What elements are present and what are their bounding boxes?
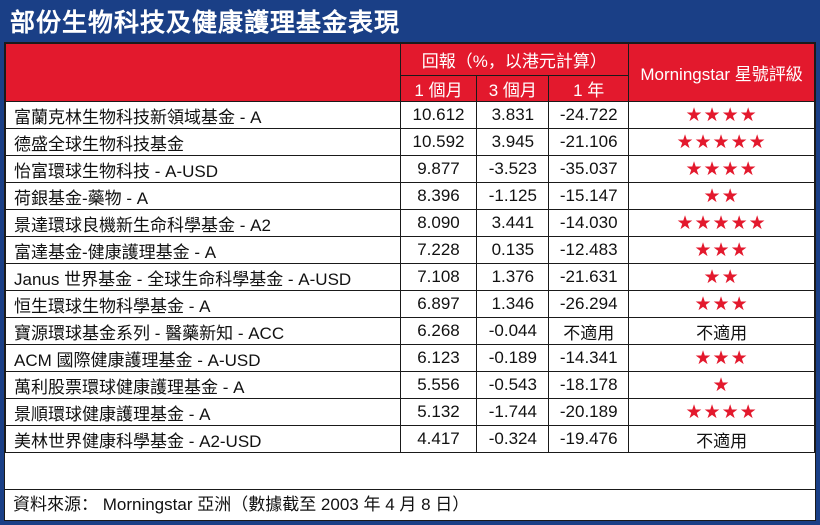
fund-name: Janus 世界基金 - 全球生命科學基金 - A-USD: [5, 263, 401, 291]
fund-performance-table: 回報（%，以港元計算） Morningstar 星號評級 1 個月 3 個月 1…: [5, 43, 815, 453]
return-3-month: 1.346: [476, 290, 550, 318]
table-row: 富蘭克林生物科技新領域基金 - A 10.612 3.831 -24.722 ★★★★: [5, 101, 815, 129]
fund-name: 景順環球健康護理基金 - A: [5, 398, 401, 426]
star-rating: ★★: [628, 263, 815, 291]
fund-name: 德盛全球生物科技基金: [5, 128, 401, 156]
fund-name: ACM 國際健康護理基金 - A-USD: [5, 344, 401, 372]
return-1-month: 7.108: [399, 263, 478, 291]
fund-name: 景達環球良機新生命科學基金 - A2: [5, 209, 401, 237]
return-3-month: 3.441: [476, 209, 550, 237]
header-3-month: 3 個月: [476, 75, 550, 102]
fund-name: 富達基金-健康護理基金 - A: [5, 236, 401, 264]
return-1-year: -21.631: [548, 263, 630, 291]
header-rating: Morningstar 星號評級: [628, 43, 815, 102]
star-rating: ★: [628, 371, 815, 399]
return-3-month: 3.831: [476, 101, 550, 129]
star-rating: ★★★★★: [628, 128, 815, 156]
return-3-month: -0.324: [476, 425, 550, 453]
header-1-month: 1 個月: [399, 75, 478, 102]
return-1-year: -15.147: [548, 182, 630, 210]
return-1-month: 4.417: [399, 425, 478, 453]
header-returns-group: 回報（%，以港元計算）: [399, 43, 630, 76]
table-row: 怡富環球生物科技 - A-USD 9.877 -3.523 -35.037 ★★★★: [5, 155, 815, 183]
return-1-month: 10.612: [399, 101, 478, 129]
return-1-year: -12.483: [548, 236, 630, 264]
header-1-year: 1 年: [548, 75, 630, 102]
fund-name: 怡富環球生物科技 - A-USD: [5, 155, 401, 183]
table-body: 富蘭克林生物科技新領域基金 - A 10.612 3.831 -24.722 ★★★★ 德…: [5, 101, 815, 453]
star-rating: ★★★: [628, 290, 815, 318]
return-1-year: 不適用: [548, 317, 630, 345]
header-blank: [5, 43, 401, 102]
return-1-month: 8.396: [399, 182, 478, 210]
fund-name: 萬利股票環球健康護理基金 - A: [5, 371, 401, 399]
return-1-year: -21.106: [548, 128, 630, 156]
return-1-month: 5.556: [399, 371, 478, 399]
star-rating: 不適用: [628, 317, 815, 345]
page-title: 部份生物科技及健康護理基金表現: [10, 8, 401, 37]
source-note: 資料來源： Morningstar 亞洲（數據截至 2003 年 4 月 8 日…: [5, 489, 815, 520]
table-row: 富達基金-健康護理基金 - A 7.228 0.135 -12.483 ★★★: [5, 236, 815, 264]
return-3-month: 0.135: [476, 236, 550, 264]
return-1-month: 9.877: [399, 155, 478, 183]
star-rating: ★★: [628, 182, 815, 210]
table-header: 回報（%，以港元計算） Morningstar 星號評級 1 個月 3 個月 1…: [5, 43, 815, 102]
star-rating: ★★★★: [628, 398, 815, 426]
table-row: 德盛全球生物科技基金 10.592 3.945 -21.106 ★★★★★: [5, 128, 815, 156]
return-1-year: -26.294: [548, 290, 630, 318]
return-3-month: -0.044: [476, 317, 550, 345]
star-rating: ★★★★: [628, 101, 815, 129]
return-1-year: -14.341: [548, 344, 630, 372]
return-1-year: -20.189: [548, 398, 630, 426]
return-1-month: 5.132: [399, 398, 478, 426]
table-row: 寶源環球基金系列 - 醫藥新知 - ACC 6.268 -0.044 不適用 不適用: [5, 317, 815, 345]
return-1-month: 6.268: [399, 317, 478, 345]
return-1-month: 8.090: [399, 209, 478, 237]
star-rating: ★★★★★: [628, 209, 815, 237]
return-3-month: -1.125: [476, 182, 550, 210]
return-1-year: -14.030: [548, 209, 630, 237]
return-1-year: -24.722: [548, 101, 630, 129]
star-rating: ★★★: [628, 236, 815, 264]
return-3-month: -1.744: [476, 398, 550, 426]
fund-name: 荷銀基金-藥物 - A: [5, 182, 401, 210]
star-rating: ★★★★: [628, 155, 815, 183]
fund-name: 美林世界健康科學基金 - A2-USD: [5, 425, 401, 453]
table-row: 景達環球良機新生命科學基金 - A2 8.090 3.441 -14.030 ★★★★★: [5, 209, 815, 237]
star-rating: ★★★: [628, 344, 815, 372]
table-panel: 回報（%，以港元計算） Morningstar 星號評級 1 個月 3 個月 1…: [4, 42, 816, 521]
return-3-month: 3.945: [476, 128, 550, 156]
table-row: 美林世界健康科學基金 - A2-USD 4.417 -0.324 -19.476 不適用: [5, 425, 815, 453]
return-1-year: -19.476: [548, 425, 630, 453]
table-row: Janus 世界基金 - 全球生命科學基金 - A-USD 7.108 1.376-…: [5, 263, 815, 291]
return-1-year: -35.037: [548, 155, 630, 183]
return-1-month: 7.228: [399, 236, 478, 264]
return-1-month: 6.123: [399, 344, 478, 372]
star-rating: 不適用: [628, 425, 815, 453]
return-3-month: -0.189: [476, 344, 550, 372]
return-3-month: -0.543: [476, 371, 550, 399]
table-row: 荷銀基金-藥物 - A 8.396 -1.125 -15.147 ★★: [5, 182, 815, 210]
return-3-month: 1.376: [476, 263, 550, 291]
table-row: 萬利股票環球健康護理基金 - A 5.556 -0.543 -18.178 ★: [5, 371, 815, 399]
return-3-month: -3.523: [476, 155, 550, 183]
fund-name: 寶源環球基金系列 - 醫藥新知 - ACC: [5, 317, 401, 345]
table-row: 恒生環球生物科學基金 - A 6.897 1.346 -26.294 ★★★: [5, 290, 815, 318]
return-1-year: -18.178: [548, 371, 630, 399]
return-1-month: 6.897: [399, 290, 478, 318]
return-1-month: 10.592: [399, 128, 478, 156]
fund-name: 恒生環球生物科學基金 - A: [5, 290, 401, 318]
fund-name: 富蘭克林生物科技新領域基金 - A: [5, 101, 401, 129]
table-row: 景順環球健康護理基金 - A 5.132 -1.744 -20.189 ★★★★: [5, 398, 815, 426]
table-row: ACM 國際健康護理基金 - A-USD 6.123 -0.189 -14.341 ★★…: [5, 344, 815, 372]
